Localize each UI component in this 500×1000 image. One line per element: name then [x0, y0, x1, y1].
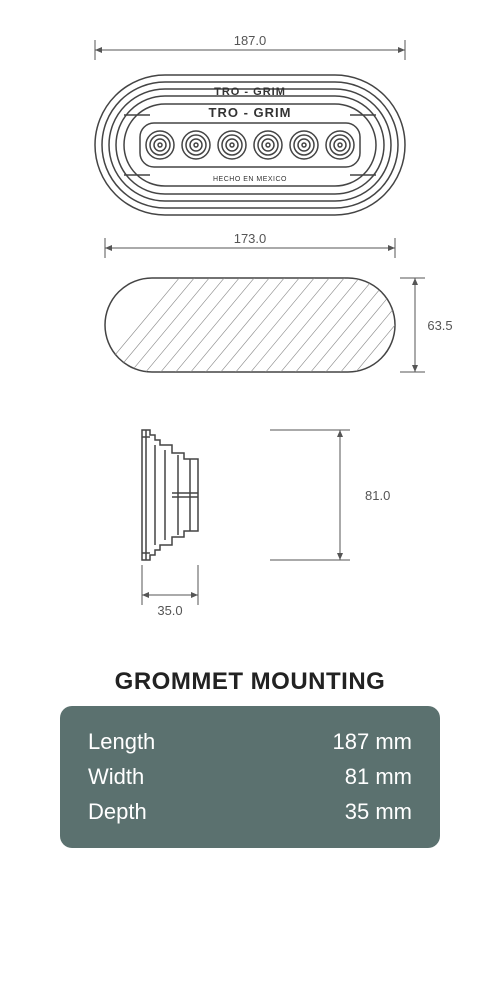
front-width-dim: 187.0 [234, 33, 267, 48]
origin-text: HECHO EN MEXICO [213, 176, 287, 183]
top-height-dim: 63.5 [427, 318, 452, 333]
brand-top: TRO - GRIM [214, 86, 286, 98]
spec-row: Width 81 mm [88, 759, 412, 794]
spec-value: 187 mm [333, 724, 412, 759]
side-depth-dim: 35.0 [157, 603, 182, 618]
spec-value: 81 mm [345, 759, 412, 794]
side-view: 81.0 35.0 [40, 400, 460, 650]
spec-box: Length 187 mm Width 81 mm Depth 35 mm [60, 706, 440, 848]
section-title: GROMMET MOUNTING [115, 668, 386, 696]
spec-label: Depth [88, 794, 147, 829]
drawing-area: 187.0 TRO - GRIM TRO - GRIM HECHO EN MEX [20, 30, 480, 650]
led-row [146, 131, 354, 159]
spec-label: Length [88, 724, 155, 759]
front-view: 187.0 TRO - GRIM TRO - GRIM HECHO EN MEX [40, 30, 460, 230]
spec-label: Width [88, 759, 144, 794]
top-view: 173.0 [40, 230, 460, 400]
side-height-dim: 81.0 [365, 488, 390, 503]
spec-row: Depth 35 mm [88, 794, 412, 829]
spec-row: Length 187 mm [88, 724, 412, 759]
top-width-dim: 173.0 [234, 231, 267, 246]
spec-value: 35 mm [345, 794, 412, 829]
brand-mid: TRO - GRIM [209, 105, 292, 120]
